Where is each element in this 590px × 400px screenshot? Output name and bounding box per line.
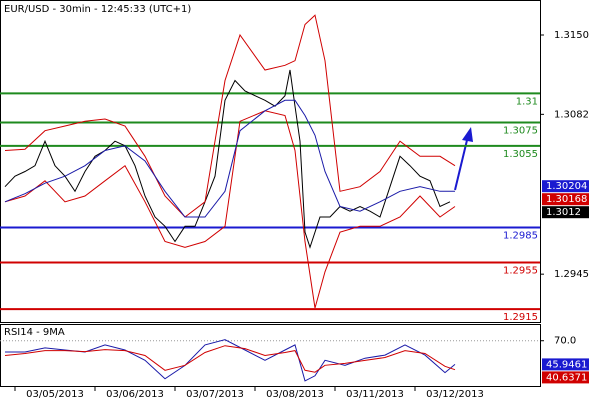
series-line: [4, 14, 456, 218]
last-value-box: [542, 193, 589, 206]
last-value-label: 40.6371: [546, 372, 587, 383]
rsi-frame: [0, 324, 541, 387]
y-tick-label: 1.3150: [554, 30, 589, 41]
x-tick-label: 03/07/2013: [186, 389, 244, 400]
level-label: 1.3055: [503, 149, 538, 160]
main-frame: [0, 0, 541, 323]
series-line: [4, 99, 455, 218]
last-value-label: 1.30204: [546, 181, 587, 192]
series-line: [4, 345, 456, 373]
last-value-label: 1.30168: [546, 194, 587, 205]
x-tick-label: 03/05/2013: [26, 389, 84, 400]
level-label: 1.2955: [503, 266, 538, 277]
y-tick-label: 70.0: [554, 336, 576, 347]
rsi-title: RSI14 - 9MA: [4, 327, 65, 338]
last-value-box: [542, 206, 589, 219]
last-value-box: [542, 180, 589, 193]
level-label: 1.2915: [503, 312, 538, 323]
last-value-label: 45.9461: [546, 359, 587, 370]
last-value-box: [542, 358, 589, 371]
level-label: 1.2985: [503, 231, 538, 242]
y-tick-label: 1.3082: [554, 109, 589, 120]
x-tick-label: 03/12/2013: [426, 389, 484, 400]
last-value-box: [542, 371, 589, 384]
series-line: [4, 110, 456, 309]
series-line: [4, 69, 451, 249]
x-tick-label: 03/11/2013: [346, 389, 404, 400]
y-tick-label: 1.2945: [554, 269, 589, 280]
level-label: 1.31: [516, 96, 538, 107]
x-tick-label: 03/08/2013: [266, 389, 324, 400]
level-label: 1.3075: [503, 126, 538, 137]
arrow-head: [462, 127, 473, 142]
last-value-label: 1.3012: [546, 207, 581, 218]
x-tick-label: 03/06/2013: [106, 389, 164, 400]
chart-title: EUR/USD - 30min - 12:45:33 (UTC+1): [4, 4, 191, 15]
